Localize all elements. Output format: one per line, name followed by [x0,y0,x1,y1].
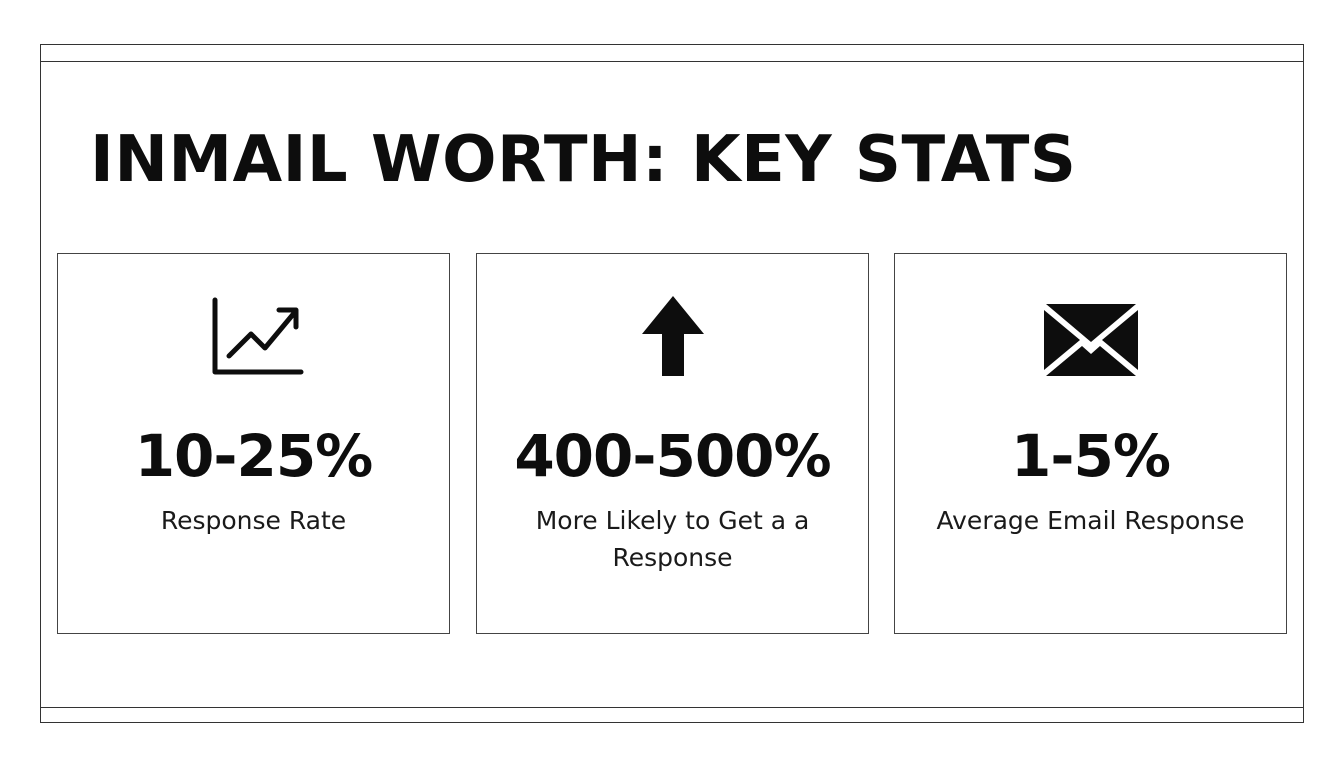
stat-label: Response Rate [160,506,347,535]
envelope-icon [1036,292,1146,382]
stat-value: 1-5% [1011,422,1171,490]
stat-card-response-rate: 10-25% Response Rate [57,253,450,634]
stat-label: More Likely to Get a a Response [535,506,810,572]
frame-bottom-rule [41,707,1303,708]
stat-label: Average Email Response [936,506,1245,535]
page-title: INMAIL WORTH: KEY STATS [90,123,1077,197]
stat-value: 10-25% [134,422,374,490]
stat-card-likelihood: 400-500% More Likely to Get a a Response [476,253,869,634]
slide-frame [40,44,1304,723]
trending-up-chart-icon [199,292,309,382]
stat-value: 400-500% [514,422,831,490]
stat-card-email-response: 1-5% Average Email Response [894,253,1287,634]
frame-top-rule [41,61,1303,62]
arrow-up-icon [618,292,728,382]
